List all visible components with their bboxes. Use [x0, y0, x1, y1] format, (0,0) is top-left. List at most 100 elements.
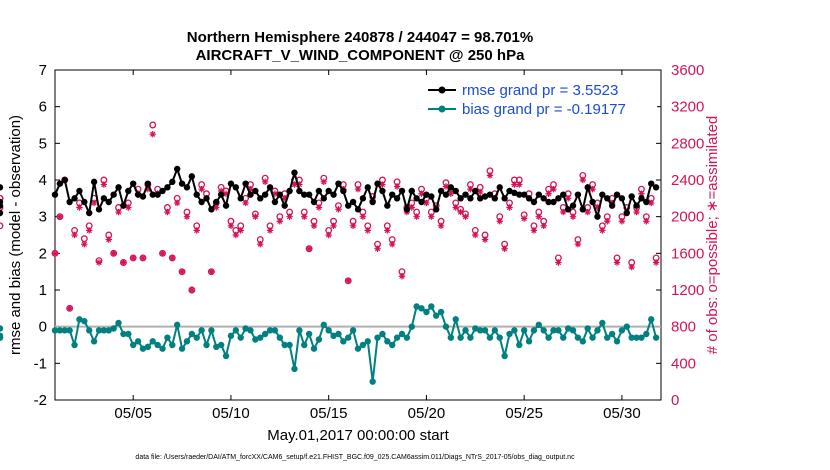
bias-point	[66, 327, 73, 334]
x-tick-label: 05/30	[603, 405, 641, 422]
bias-point	[271, 327, 279, 334]
rmse-point	[213, 198, 220, 206]
rmse-point	[364, 184, 371, 191]
rmse-point	[0, 202, 4, 209]
bias-point	[389, 341, 396, 349]
obs-assimilated-point	[437, 222, 445, 230]
rmse-point	[389, 191, 396, 198]
bias-point	[437, 308, 445, 316]
obs-assimilated-point	[599, 227, 606, 234]
rmse-point	[599, 191, 606, 198]
rmse-point	[496, 184, 503, 191]
rmse-point	[428, 193, 435, 200]
bias-point	[369, 378, 376, 385]
obs-assimilated-point	[310, 222, 318, 230]
rmse-point	[183, 184, 191, 191]
obs-assimilated-point	[354, 185, 362, 193]
obs-assimilated-point	[276, 218, 284, 225]
obs-assimilated-point	[638, 190, 645, 197]
obs-possible-point	[0, 222, 4, 230]
rmse-point	[115, 184, 122, 191]
rmse-point	[560, 191, 567, 198]
y-left-tick-label: 7	[39, 62, 47, 79]
rmse-point	[516, 191, 523, 198]
bias-point	[232, 327, 240, 334]
rmse-point	[110, 191, 117, 198]
bias-point	[281, 341, 288, 349]
rmse-point	[613, 191, 621, 198]
obs-assimilated-point	[428, 213, 435, 220]
y-axis-right: 0 400 800 1200 1600 2000 2400 2800 3200 3600	[656, 62, 704, 409]
obs-assimilated-point	[86, 227, 93, 234]
obs-assimilated-point	[516, 181, 523, 188]
obs-assimilated-point	[496, 218, 503, 225]
rmse-point	[569, 202, 577, 209]
bias-point	[71, 341, 78, 349]
obs-assimilated-point	[604, 218, 611, 225]
rmse-point	[486, 191, 494, 198]
rmse-point	[432, 206, 440, 213]
rmse-point	[86, 209, 93, 217]
rmse-point	[56, 180, 64, 187]
bias-point	[222, 352, 230, 360]
legend-box	[420, 80, 657, 124]
bias-point	[413, 303, 420, 310]
obs-assimilated-point	[76, 204, 83, 211]
bias-point	[516, 341, 523, 349]
rmse-point	[296, 187, 303, 195]
rmse-point	[418, 198, 425, 206]
rmse-point	[481, 193, 489, 200]
rmse-point	[491, 195, 499, 202]
obs-assimilated-point	[652, 259, 660, 266]
rmse-point	[511, 189, 518, 197]
rmse-point	[325, 187, 332, 195]
rmse-point	[643, 198, 650, 206]
rmse-point	[506, 187, 513, 195]
bias-point	[520, 327, 528, 334]
series-layer	[0, 165, 660, 385]
rmse-point	[447, 184, 455, 191]
rmse-point	[525, 195, 533, 202]
bias-point	[403, 334, 411, 341]
bias-point	[379, 330, 386, 338]
obs-assimilated-point	[374, 245, 381, 252]
bias-point	[0, 334, 4, 341]
obs-assimilated-point	[291, 181, 298, 188]
x-tick-label: 05/25	[505, 405, 543, 422]
bias-point	[633, 334, 640, 341]
obs-assimilated-point	[222, 190, 230, 197]
rmse-point	[261, 191, 269, 198]
bias-point	[296, 327, 303, 334]
obs-assimilated-point	[408, 204, 415, 211]
obs-assimilated-point	[550, 185, 557, 193]
legend: rmse grand pr = 3.5523 bias grand pr = -…	[420, 80, 657, 124]
rmse-point	[584, 184, 591, 191]
obs-assimilated-point	[393, 183, 401, 190]
rmse-point	[51, 191, 59, 198]
obs-assimilated-point	[564, 195, 572, 202]
rmse-point	[242, 180, 249, 187]
rmse-point	[340, 187, 347, 195]
bias-point	[384, 338, 391, 345]
obs-assimilated-point	[125, 204, 132, 211]
y-right-tick-label: 3600	[671, 62, 704, 79]
rmse-point	[354, 206, 362, 213]
x-tick-label: 05/15	[310, 405, 348, 422]
rmse-point	[594, 213, 601, 220]
obs-assimilated-point	[173, 199, 181, 207]
y-left-tick-label: 2	[39, 245, 47, 262]
bias-point	[213, 343, 220, 351]
rmse-point	[125, 187, 132, 195]
bias-point	[511, 327, 518, 334]
bias-point	[491, 327, 499, 334]
y-left-tick-label: 6	[39, 99, 47, 116]
y-left-tick-label: 4	[39, 172, 47, 189]
bias-point	[51, 327, 59, 334]
obs-assimilated-point	[232, 231, 240, 239]
x-tick-label: 05/05	[114, 405, 152, 422]
obs-assimilated-point	[213, 204, 220, 211]
obs-assimilated-point	[296, 181, 303, 188]
rmse-point	[628, 193, 635, 200]
obs-assimilated-point	[555, 259, 562, 266]
bias-point	[506, 330, 513, 338]
